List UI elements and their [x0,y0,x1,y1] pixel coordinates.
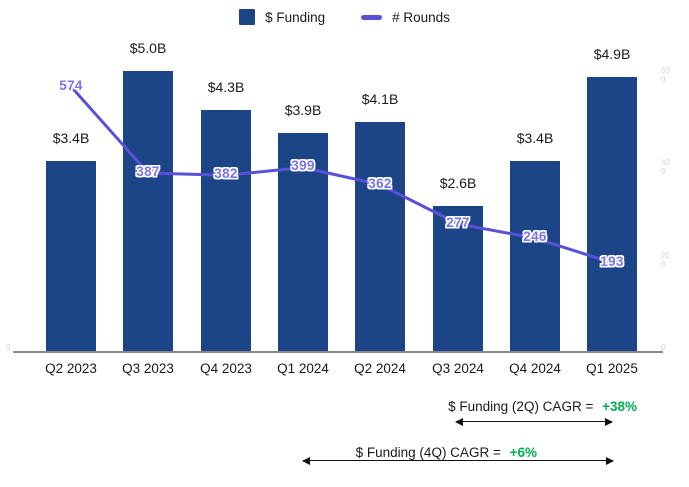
right-axis-tick: 60 0 [661,66,670,84]
funding-value-label: $3.4B [52,130,90,146]
funding-value-label: $4.3B [207,79,245,95]
cagr-4q-annotation: $ Funding (4Q) CAGR = +6% [0,445,537,460]
funding-value-label: $3.4B [516,130,554,146]
right-axis-tick: 20 0 [661,251,670,269]
rounds-value-label: 362 [368,176,392,191]
rounds-value-label: 387 [136,164,160,179]
x-axis-label-q2-2024: Q2 2024 [354,361,406,376]
rounds-value-label: 574 [59,78,83,93]
rounds-value-label: 246 [523,229,547,244]
x-axis-label-q3-2024: Q3 2024 [432,361,484,376]
left-axis-tick: 0 [6,343,11,352]
funding-bar-q1-2025 [587,77,637,352]
funding-bar-q3-2024 [433,206,483,352]
funding-legend-label: $ Funding [265,9,326,25]
right-axis-tick: 0 [661,343,666,352]
funding-bar-q4-2024 [510,161,560,352]
x-axis-line [13,351,663,353]
cagr-4q-label: $ Funding (4Q) CAGR = [355,445,501,460]
x-axis-label-q2-2023: Q2 2023 [45,361,97,376]
funding-value-label: $2.6B [439,175,477,191]
x-axis-label-q1-2024: Q1 2024 [277,361,329,376]
chart-legend: $ Funding # Rounds [0,7,689,27]
x-axis-label-q1-2025: Q1 2025 [586,361,638,376]
x-axis-label-q3-2023: Q3 2023 [122,361,174,376]
right-axis-tick: 40 0 [661,158,670,176]
cagr-2q-label: $ Funding (2Q) CAGR = [448,399,594,414]
cagr-2q-annotation: $ Funding (2Q) CAGR = +38% [0,399,637,414]
cagr-2q-span-arrow-icon [455,416,613,428]
x-axis-label-q4-2023: Q4 2023 [200,361,252,376]
funding-bar-q2-2023 [46,161,96,352]
rounds-value-label: 193 [600,254,624,269]
funding-bar-q2-2024 [355,122,405,352]
cagr-2q-value: +38% [602,399,637,414]
funding-bar-q4-2023 [201,110,251,352]
rounds-value-label: 277 [446,215,470,230]
rounds-legend-swatch-icon [361,14,383,20]
funding-bar-q3-2023 [123,71,173,352]
funding-value-label: $4.1B [361,91,399,107]
rounds-legend-label: # Rounds [392,9,450,25]
x-axis-label-q4-2024: Q4 2024 [509,361,561,376]
funding-value-label: $4.9B [593,46,631,62]
rounds-value-label: 382 [214,166,238,181]
funding-value-label: $3.9B [284,102,322,118]
rounds-line-path [69,85,614,265]
cagr-4q-value: +6% [509,445,537,460]
funding-value-label: $5.0B [129,40,167,56]
funding-legend-swatch-icon [239,9,256,25]
cagr-4q-span-arrow-icon [302,455,614,467]
rounds-value-label: 399 [291,158,315,173]
